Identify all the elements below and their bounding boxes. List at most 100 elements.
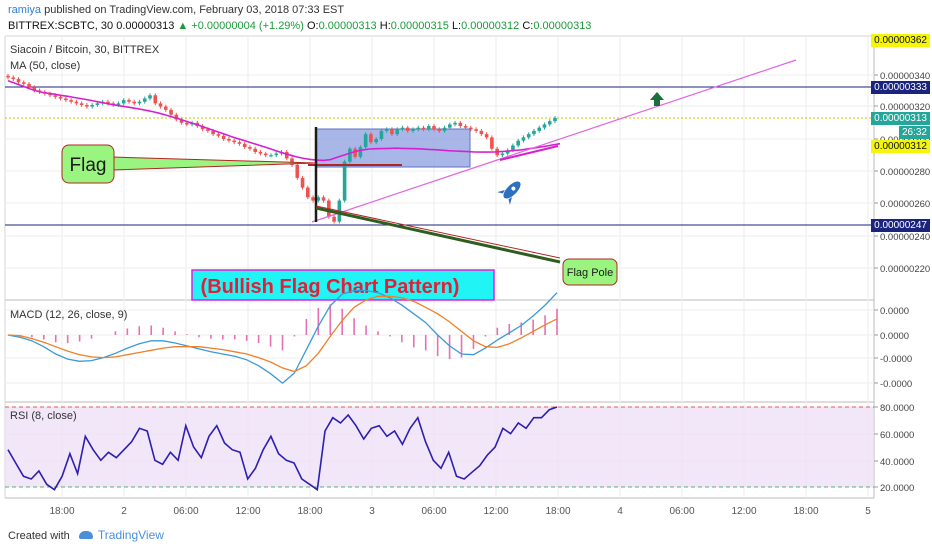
candle-body	[379, 130, 384, 139]
candle-body	[58, 96, 63, 99]
candle-body	[211, 130, 215, 135]
candle-body	[221, 135, 226, 139]
candle-body	[106, 101, 110, 104]
candle-body	[79, 103, 84, 105]
candle-body	[532, 130, 536, 135]
candle-body	[53, 95, 58, 97]
candle-body	[263, 153, 268, 156]
candle-body	[353, 148, 357, 157]
candle-body	[158, 103, 163, 107]
candle-body	[64, 98, 68, 101]
rsi-line	[7, 406, 558, 492]
candle-body	[153, 95, 158, 104]
candle-body	[200, 126, 205, 130]
candle-body	[269, 155, 273, 157]
last-price: 0.00000313	[116, 20, 175, 32]
macd-tick-label: 0.0000	[880, 331, 909, 342]
close-label: C:	[522, 20, 534, 32]
candle-body	[163, 106, 168, 110]
candle-body	[300, 177, 305, 188]
candle-body	[516, 140, 520, 146]
x-tick-label: 18:00	[545, 506, 570, 517]
candle-body	[553, 117, 557, 122]
candle-body	[237, 142, 242, 144]
candle-body	[95, 103, 100, 105]
candle-body	[137, 101, 142, 104]
x-tick-label: 06:00	[669, 506, 694, 517]
macd-pane	[7, 289, 558, 385]
candle-body	[290, 158, 294, 165]
flag-callout-box[interactable]	[61, 144, 115, 184]
candle-body	[390, 129, 394, 135]
footer: Created with TradingView	[8, 528, 164, 542]
candle-body	[6, 75, 10, 78]
candle-body	[400, 127, 405, 130]
candle-body	[116, 103, 121, 105]
rsi-tick-label: 80.0000	[880, 403, 914, 414]
publisher-link[interactable]: ramiya	[8, 4, 42, 16]
arrow-up-icon	[650, 92, 664, 106]
candle-body	[500, 153, 505, 156]
symbol: BITTREX:SCBTC, 30	[8, 20, 114, 32]
main-pane-title: Siacoin / Bitcoin, 30, BITTREX	[10, 44, 160, 56]
rocket-icon	[497, 181, 521, 205]
macd-tick-label: -0.0000	[880, 354, 912, 365]
symbol-quote-line: BITTREX:SCBTC, 30 0.00000313 ▲ +0.000000…	[8, 20, 591, 32]
price-tick-label: 0.00000220	[880, 264, 930, 275]
price-tick-label: 0.00000340	[880, 71, 930, 82]
candle-body	[448, 124, 452, 128]
candle-body	[542, 124, 547, 128]
candle-body	[295, 164, 300, 178]
candle-body	[305, 187, 310, 198]
candle-body	[121, 100, 126, 104]
candle-body	[437, 129, 442, 131]
macd-legend[interactable]: MACD (12, 26, close, 9)	[10, 309, 128, 321]
high-label: H:	[379, 20, 391, 32]
candle-body	[348, 148, 352, 162]
rsi-tick-label: 40.0000	[880, 457, 914, 468]
published-line: ramiya published on TradingView.com, Feb…	[8, 4, 344, 16]
rsi-legend[interactable]: RSI (8, close)	[10, 410, 77, 422]
tradingview-link[interactable]: TradingView	[97, 528, 164, 542]
candle-body	[511, 145, 515, 151]
candle-body	[537, 127, 542, 131]
candle-body	[547, 121, 552, 125]
projection-line[interactable]	[499, 145, 559, 161]
candle-body	[132, 101, 137, 104]
x-tick-label: 5	[865, 506, 871, 517]
high-value: 0.00000315	[390, 20, 449, 32]
published-text: published on TradingView.com, February 0…	[44, 4, 345, 16]
candle-body	[395, 129, 400, 135]
tag-ma: 0.00000312	[871, 140, 930, 153]
rsi-band-fill	[5, 407, 874, 487]
x-tick-label: 06:00	[173, 506, 198, 517]
open-label: O:	[306, 20, 319, 32]
candle-body	[253, 148, 258, 152]
flag-pole-callout-box[interactable]	[562, 258, 618, 286]
flag-callout-pointer	[111, 156, 317, 171]
candle-body	[321, 197, 326, 201]
flag-pole-pointer	[315, 206, 561, 264]
rsi-tick-label: 60.0000	[880, 430, 914, 441]
candle-body	[21, 82, 26, 84]
x-tick-label: 18:00	[793, 506, 818, 517]
created-with-text: Created with	[8, 530, 70, 542]
candle-body	[216, 134, 221, 136]
x-tick-label: 12:00	[235, 506, 260, 517]
rsi-tick-label: 20.0000	[880, 483, 914, 494]
candle-body	[316, 197, 321, 201]
price-tick-label: 0.00000240	[880, 232, 930, 243]
trend-line[interactable]	[311, 59, 797, 223]
pattern-title: (Bullish Flag Chart Pattern)	[201, 276, 460, 298]
ma-legend[interactable]: MA (50, close)	[10, 60, 81, 72]
candle-body	[232, 140, 236, 143]
candle-body	[148, 95, 152, 99]
x-tick-label: 18:00	[297, 506, 322, 517]
candle-body	[369, 134, 373, 143]
candle-body	[185, 122, 189, 125]
signal-line	[7, 295, 558, 373]
candle-body	[432, 126, 436, 130]
tag-last-price: 0.00000313	[871, 112, 930, 125]
candle-body	[479, 130, 484, 135]
